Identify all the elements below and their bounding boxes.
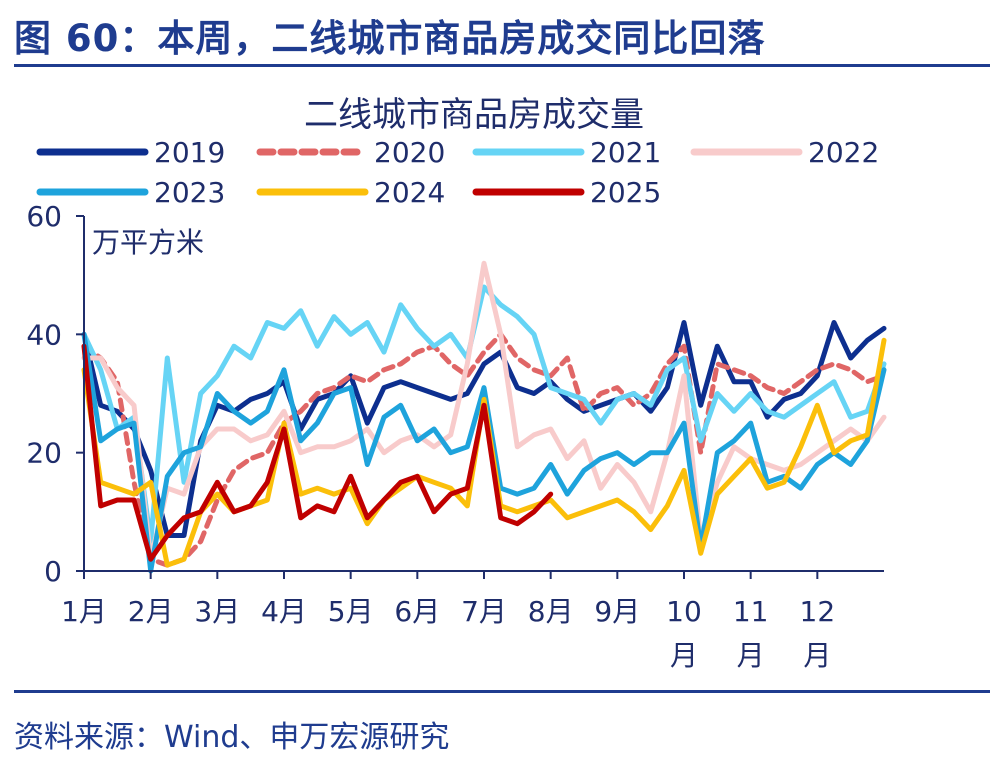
x-tick-label: 月 — [670, 639, 698, 672]
x-tick-label: 11 — [733, 595, 769, 628]
x-tick-label: 1月 — [61, 595, 107, 628]
x-tick-label: 月 — [737, 639, 765, 672]
axes: 0 20 40 60 1月 2月 3月 4月 5月 6月 7月 8月 9月 10 月 11 月 12 月 — [26, 200, 884, 672]
y-tick-label: 60 — [26, 200, 62, 233]
x-tick-label: 7月 — [461, 595, 507, 628]
x-tick-label: 8月 — [528, 595, 574, 628]
legend-label-2025: 2025 — [590, 176, 661, 209]
x-tick-label: 3月 — [194, 595, 240, 628]
bottom-rule — [14, 690, 990, 693]
y-tick-label: 20 — [26, 437, 62, 470]
series-line-2023 — [81, 331, 887, 574]
x-tick-label: 9月 — [594, 595, 640, 628]
series-line-2021 — [81, 284, 887, 544]
legend-label-2020: 2020 — [374, 136, 445, 169]
x-tick-label: 5月 — [328, 595, 374, 628]
figure-title: 图 60：本周，二线城市商品房成交同比回落 — [14, 17, 766, 60]
legend-label-2022: 2022 — [808, 136, 879, 169]
legend-label-2024: 2024 — [374, 176, 445, 209]
legend-label-2019: 2019 — [154, 136, 225, 169]
y-tick-label: 40 — [26, 318, 62, 351]
legend-label-2023: 2023 — [154, 176, 225, 209]
series-line-2019 — [81, 320, 887, 538]
legend-label-2021: 2021 — [590, 136, 661, 169]
top-rule — [14, 64, 990, 67]
x-tick-label: 6月 — [394, 595, 440, 628]
series-layer — [81, 260, 887, 574]
legend: 2019 2020 2021 2022 2023 2024 2025 — [36, 136, 879, 209]
x-tick-label: 12 — [800, 595, 836, 628]
series-line-2024 — [81, 337, 887, 568]
chart-title: 二线城市商品房成交量 — [304, 95, 644, 135]
y-tick-label: 0 — [44, 555, 62, 588]
source-note: 资料来源：Wind、申万宏源研究 — [14, 720, 450, 755]
series-line-2020 — [81, 331, 887, 568]
x-tick-label: 2月 — [128, 595, 174, 628]
x-tick-label: 10 — [666, 595, 702, 628]
x-tick-label: 4月 — [261, 595, 307, 628]
series-line-2025 — [81, 343, 554, 562]
x-tick-label: 月 — [803, 639, 831, 672]
unit-label: 万平方米 — [92, 226, 204, 259]
